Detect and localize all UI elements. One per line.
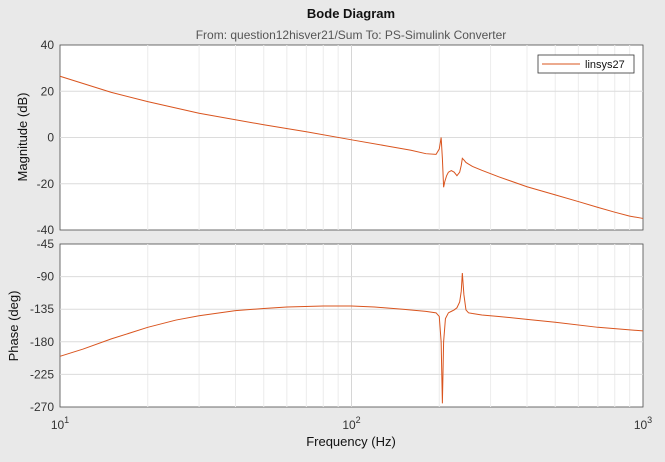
x-tick-label: 103 — [634, 415, 652, 432]
phase-grid — [60, 244, 643, 407]
chart-title: Bode Diagram — [307, 6, 395, 21]
y-tick-label: -270 — [30, 400, 54, 414]
phase-panel: -45 -90 -135 -180 -225 -270 Phase (deg) — [6, 237, 644, 414]
y-tick-label: 0 — [47, 131, 54, 145]
phase-series-line — [59, 272, 644, 404]
magnitude-y-ticks: 40 20 0 -20 -40 — [37, 38, 55, 237]
chart-subtitle: From: question12hisver21/Sum To: PS-Simu… — [196, 28, 507, 42]
legend-box — [537, 54, 635, 74]
legend-entry-linsys27: linsys27 — [585, 59, 625, 71]
y-tick-label: 20 — [41, 84, 55, 98]
y-tick-label: 40 — [41, 38, 55, 52]
x-axis-label: Frequency (Hz) — [306, 434, 396, 449]
y-tick-label: -20 — [37, 177, 55, 191]
y-tick-label: -40 — [37, 223, 55, 237]
magnitude-grid — [60, 45, 643, 230]
phase-y-ticks: -45 -90 -135 -180 -225 -270 — [30, 237, 54, 414]
y-tick-label: -45 — [37, 237, 55, 251]
y-tick-label: -225 — [30, 367, 54, 381]
magnitude-axis-label: Magnitude (dB) — [15, 93, 30, 182]
legend[interactable]: linsys27 — [537, 54, 635, 74]
x-tick-labels: 101 102 103 — [51, 415, 652, 432]
phase-axis-label: Phase (deg) — [6, 291, 21, 362]
x-tick-label: 102 — [342, 415, 360, 432]
magnitude-series-line — [59, 75, 644, 219]
y-tick-label: -180 — [30, 335, 54, 349]
magnitude-panel: 40 20 0 -20 -40 linsys27 Magnitude (dB) — [15, 38, 644, 237]
y-tick-label: -135 — [30, 302, 54, 316]
x-tick-label: 101 — [51, 415, 69, 432]
y-tick-label: -90 — [37, 270, 55, 284]
